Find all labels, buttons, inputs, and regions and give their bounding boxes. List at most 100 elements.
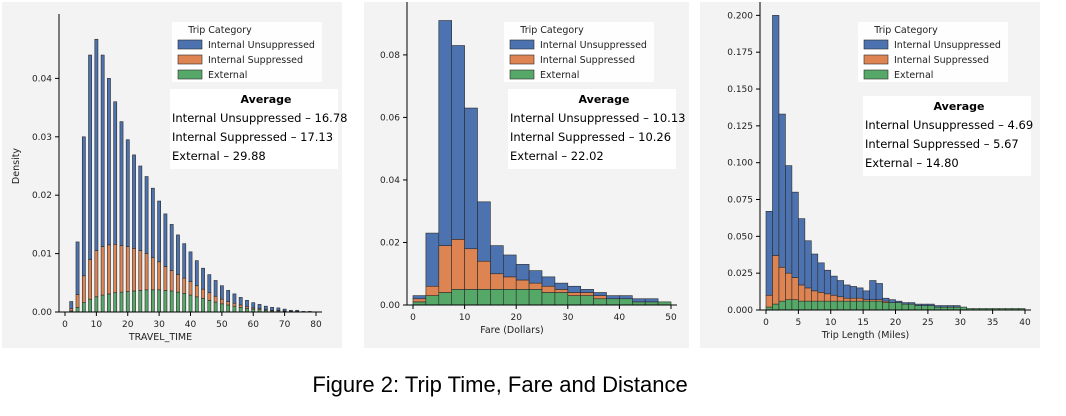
- bar-internal-unsuppressed: [791, 191, 799, 278]
- bar-internal-unsuppressed: [554, 282, 569, 290]
- bar-external: [554, 292, 569, 306]
- bar-internal-unsuppressed: [644, 298, 659, 303]
- bar-internal-unsuppressed: [88, 54, 92, 260]
- bar-external: [220, 303, 224, 313]
- bar-internal-unsuppressed: [785, 165, 793, 274]
- bar-internal-unsuppressed: [619, 295, 633, 300]
- bar-internal-suppressed: [75, 294, 80, 308]
- bar-external: [862, 300, 870, 311]
- bar-internal-suppressed: [188, 281, 193, 296]
- annotation-line: Internal Suppressed – 17.13: [172, 130, 333, 144]
- bar-external: [194, 296, 199, 313]
- bar-internal-suppressed: [502, 276, 517, 290]
- y-tick-label: 0.00: [380, 301, 400, 311]
- annotation-line: External – 14.80: [865, 156, 959, 170]
- bar-external: [856, 300, 864, 311]
- bar-internal-suppressed: [817, 292, 825, 302]
- bar-internal-unsuppressed: [869, 280, 877, 300]
- bar-external: [188, 294, 193, 313]
- bar-internal-unsuppressed: [220, 285, 224, 300]
- bar-internal-suppressed: [830, 294, 838, 302]
- bar-internal-unsuppressed: [451, 45, 465, 240]
- annotation-box: [508, 89, 676, 169]
- bar-internal-suppressed: [843, 297, 851, 302]
- y-tick-label: 0.04: [32, 74, 52, 84]
- bar-internal-unsuppressed: [238, 297, 243, 306]
- bar-internal-suppressed: [157, 261, 161, 291]
- bar-internal-unsuppressed: [100, 54, 105, 247]
- bar-external: [100, 294, 105, 313]
- bar-external: [875, 300, 883, 311]
- bar-internal-suppressed: [163, 266, 168, 291]
- bar-internal-suppressed: [144, 253, 149, 291]
- bar-internal-suppressed: [856, 297, 864, 302]
- x-tick-label: 0: [763, 318, 769, 328]
- bar-internal-suppressed: [138, 250, 143, 291]
- bar-internal-suppressed: [201, 288, 205, 299]
- legend-label: External: [540, 70, 579, 81]
- bar-external: [908, 303, 916, 311]
- bar-internal-unsuppressed: [295, 309, 300, 312]
- bar-internal-unsuppressed: [425, 232, 440, 287]
- bar-external: [502, 289, 517, 306]
- bar-internal-suppressed: [232, 302, 237, 307]
- bar-external: [515, 289, 530, 306]
- bar-external: [207, 300, 212, 313]
- bar-external: [804, 300, 812, 311]
- bar-internal-suppressed: [220, 298, 224, 305]
- bar-external: [619, 298, 633, 306]
- annotation-line: Internal Unsuppressed – 16.78: [172, 111, 347, 125]
- bar-internal-unsuppressed: [856, 287, 864, 299]
- bar-external: [817, 300, 825, 311]
- bar-external: [895, 302, 903, 311]
- annotation-line: External – 29.88: [172, 149, 266, 163]
- bar-external: [921, 305, 929, 311]
- bar-internal-suppressed: [580, 292, 594, 296]
- legend-title: Trip Category: [187, 25, 252, 36]
- bar-external: [81, 302, 86, 313]
- bar-internal-suppressed: [169, 270, 174, 292]
- legend-swatch: [509, 54, 535, 65]
- bar-external: [785, 299, 793, 311]
- bar-external: [132, 290, 136, 313]
- bar-external: [836, 300, 845, 311]
- annotation-box: [170, 89, 338, 169]
- x-tick-label: 35: [987, 318, 998, 328]
- bar-external: [888, 302, 896, 311]
- y-tick-label: 0.075: [727, 196, 753, 206]
- bar-internal-unsuppressed: [940, 305, 948, 308]
- bar-internal-unsuppressed: [169, 224, 174, 271]
- legend-swatch: [177, 39, 203, 50]
- bar-internal-suppressed: [226, 301, 231, 306]
- bar-internal-suppressed: [791, 277, 799, 300]
- annotation-line: External – 22.02: [510, 149, 604, 163]
- bar-internal-unsuppressed: [765, 211, 773, 296]
- bar-internal-unsuppressed: [515, 264, 530, 281]
- legend-label: Internal Suppressed: [894, 55, 989, 66]
- bar-internal-suppressed: [69, 308, 74, 312]
- y-tick-label: 0.04: [380, 176, 400, 186]
- bar-internal-suppressed: [811, 290, 819, 302]
- bar-internal-suppressed: [593, 295, 607, 300]
- bar-external: [163, 290, 168, 313]
- bar-internal-suppressed: [541, 285, 556, 293]
- bar-external: [138, 290, 143, 313]
- x-tick-label: 60: [248, 320, 260, 330]
- bar-internal-suppressed: [477, 260, 491, 290]
- bar-internal-unsuppressed: [772, 15, 780, 256]
- bar-internal-unsuppressed: [631, 298, 646, 303]
- bar-internal-unsuppressed: [201, 267, 205, 290]
- bar-internal-unsuppressed: [245, 300, 249, 308]
- bar-internal-unsuppressed: [119, 121, 124, 246]
- y-tick-label: 0.03: [32, 133, 52, 143]
- bar-internal-unsuppressed: [113, 101, 118, 245]
- bar-internal-suppressed: [194, 285, 199, 298]
- legend-label: External: [208, 70, 247, 81]
- bar-internal-unsuppressed: [882, 297, 890, 302]
- legend-label: Internal Unsuppressed: [894, 40, 1001, 51]
- bar-internal-suppressed: [132, 248, 136, 292]
- bar-internal-unsuppressed: [934, 305, 942, 308]
- bar-internal-suppressed: [100, 246, 105, 296]
- bar-internal-unsuppressed: [232, 293, 237, 304]
- x-tick-label: 30: [153, 320, 165, 330]
